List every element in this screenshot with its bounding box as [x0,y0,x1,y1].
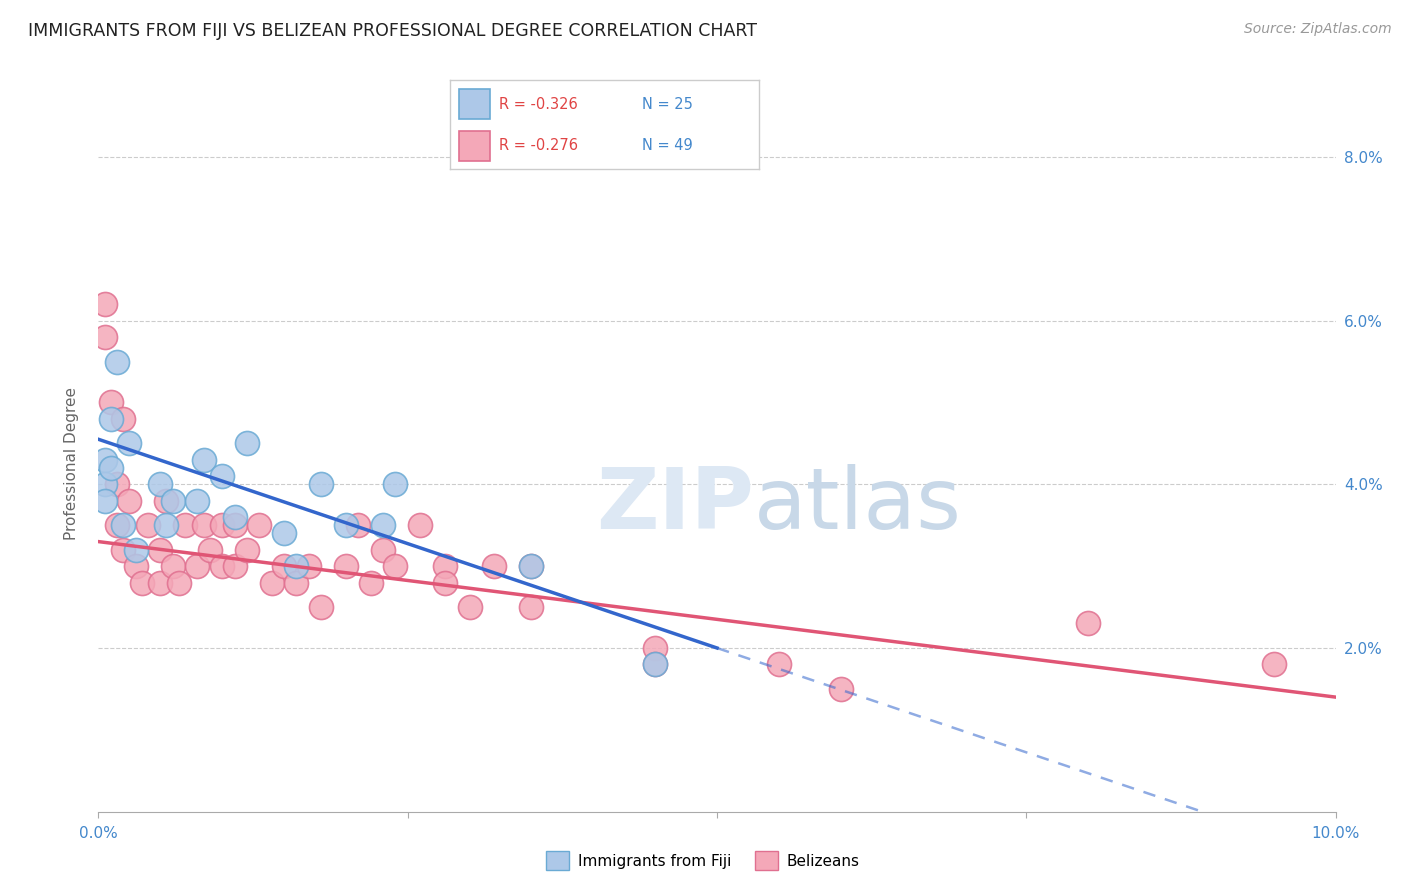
Point [186,559,208,574]
Point [93,477,115,491]
Point [285,559,308,574]
Point [1077,616,1099,631]
Point [309,477,332,491]
Point [155,493,177,508]
Point [136,518,159,533]
Point [224,518,246,533]
Point [112,542,135,557]
Point [149,477,172,491]
Point [167,575,190,590]
Point [458,600,481,615]
Point [162,559,184,574]
Point [260,575,283,590]
Point [409,518,432,533]
Point [247,518,270,533]
Point [211,518,233,533]
Point [198,542,221,557]
Y-axis label: Professional Degree: Professional Degree [65,387,79,541]
Point [335,559,357,574]
Point [93,330,115,344]
Text: IMMIGRANTS FROM FIJI VS BELIZEAN PROFESSIONAL DEGREE CORRELATION CHART: IMMIGRANTS FROM FIJI VS BELIZEAN PROFESS… [28,22,756,40]
Point [124,559,146,574]
Text: N = 49: N = 49 [641,138,692,153]
Text: ZIP: ZIP [596,464,754,547]
Point [186,493,208,508]
Point [93,493,115,508]
Point [224,559,246,574]
Point [112,518,135,533]
Point [1263,657,1285,672]
Point [193,518,215,533]
Point [149,575,172,590]
Point [211,469,233,483]
Text: atlas: atlas [754,464,962,547]
Text: R = -0.276: R = -0.276 [499,138,578,153]
Point [118,436,141,450]
Point [433,559,456,574]
Point [520,559,543,574]
Text: R = -0.326: R = -0.326 [499,97,578,112]
Point [118,493,141,508]
Point [644,657,666,672]
Point [520,600,543,615]
Point [149,542,172,557]
Point [162,493,184,508]
FancyBboxPatch shape [460,131,491,161]
Point [112,412,135,426]
Text: Source: ZipAtlas.com: Source: ZipAtlas.com [1244,22,1392,37]
Point [768,657,790,672]
Point [371,542,394,557]
Point [100,461,122,475]
Point [211,559,233,574]
Point [236,542,259,557]
Point [100,412,122,426]
Point [384,559,406,574]
Point [174,518,197,533]
Point [93,297,115,311]
Point [155,518,177,533]
Point [285,575,308,590]
Point [105,518,128,533]
Point [520,559,543,574]
Point [347,518,370,533]
Point [273,526,295,541]
Text: N = 25: N = 25 [641,97,693,112]
Point [298,559,321,574]
Point [100,395,122,409]
Point [830,681,852,696]
Point [93,452,115,467]
Point [193,452,215,467]
Point [335,518,357,533]
Point [236,436,259,450]
Point [124,542,146,557]
Point [484,559,506,574]
Point [105,354,128,368]
Point [131,575,153,590]
Point [309,600,332,615]
FancyBboxPatch shape [460,89,491,119]
Point [384,477,406,491]
Point [433,575,456,590]
Point [360,575,382,590]
Point [644,657,666,672]
Point [224,510,246,524]
Point [644,640,666,655]
Point [273,559,295,574]
Point [371,518,394,533]
Legend: Immigrants from Fiji, Belizeans: Immigrants from Fiji, Belizeans [540,846,866,876]
Point [105,477,128,491]
